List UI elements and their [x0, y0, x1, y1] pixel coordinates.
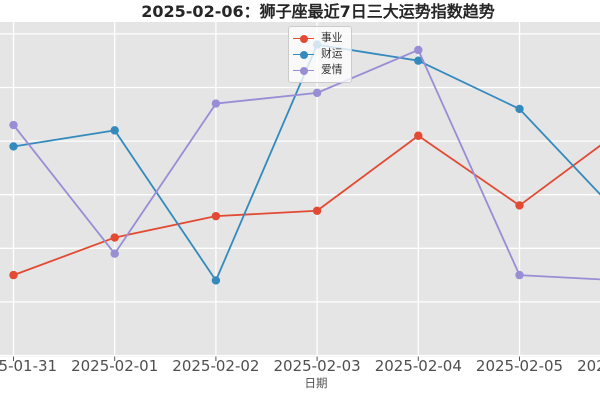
data-point-love-2: [211, 99, 221, 108]
data-point-career-5: [515, 201, 524, 210]
data-point-career-1: [110, 233, 119, 242]
x-tick-label-4: 2025-02-04: [374, 356, 462, 375]
data-point-career-0: [9, 270, 18, 280]
legend-item-career: 事业: [293, 31, 343, 46]
x-tick-label-3: 2025-02-03: [273, 356, 361, 375]
x-tick-label-5: 2025-02-05: [475, 356, 564, 375]
x-axis-title: 日期: [304, 376, 328, 390]
data-point-wealth-2: [211, 276, 221, 285]
data-point-career-2: [211, 211, 221, 221]
legend-label: 爱情: [321, 63, 343, 77]
data-point-love-5: [515, 270, 524, 280]
data-point-career-4: [414, 131, 423, 140]
legend-item-wealth: 财运: [293, 47, 343, 62]
legend-line-marker-icon: [293, 34, 314, 43]
series-love: [9, 45, 600, 281]
x-tick-label-2: 2025-02-02: [172, 356, 260, 375]
x-tick-label-0: 2025-01-31: [0, 356, 58, 375]
gridlines: [0, 22, 600, 357]
chart-legend: 事业 财运 爱情: [288, 26, 352, 83]
legend-line-marker-icon: [293, 66, 314, 75]
data-point-love-4: [414, 45, 423, 55]
data-point-wealth-5: [515, 104, 524, 114]
data-point-wealth-0: [9, 142, 18, 151]
data-point-wealth-1: [110, 126, 119, 135]
x-tick-label-1: 2025-02-01: [71, 356, 159, 375]
x-axis-ticks: [13, 356, 520, 361]
data-point-love-1: [110, 249, 119, 258]
x-tick-label-6: 2025-02-06: [577, 356, 600, 375]
chart-title: 2025-02-06：狮子座最近7日三大运势指数趋势: [141, 2, 495, 21]
legend-item-love: 爱情: [293, 63, 343, 78]
data-point-love-0: [9, 120, 18, 130]
data-point-love-3: [312, 88, 322, 98]
series-career: [9, 131, 600, 280]
data-point-career-3: [312, 206, 322, 215]
legend-label: 财运: [321, 47, 343, 61]
data-point-wealth-4: [414, 56, 423, 65]
legend-label: 事业: [321, 31, 343, 45]
legend-line-marker-icon: [293, 50, 314, 59]
